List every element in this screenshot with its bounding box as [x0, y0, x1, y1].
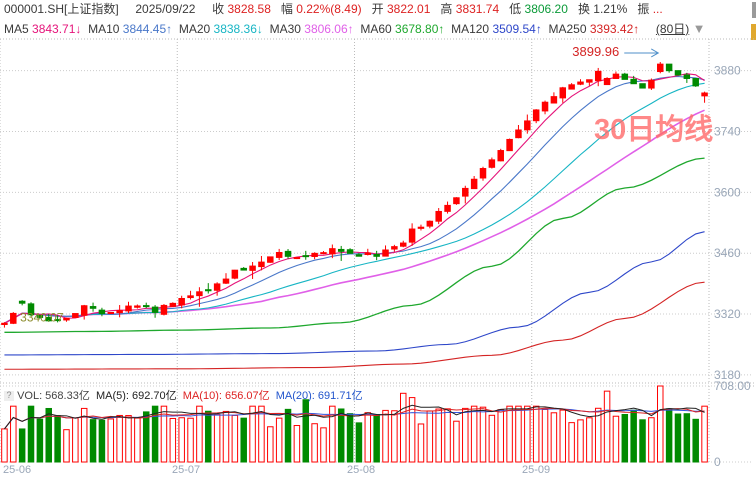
svg-text:3899.96: 3899.96	[572, 44, 619, 59]
svg-text:0: 0	[714, 455, 721, 469]
svg-text:3460: 3460	[714, 246, 741, 260]
svg-text:3600: 3600	[714, 185, 741, 199]
svg-text:30日均线: 30日均线	[594, 113, 713, 146]
svg-text:708.00: 708.00	[714, 379, 751, 393]
svg-text:3320: 3320	[714, 307, 741, 321]
svg-text:3740: 3740	[714, 125, 741, 139]
svg-text:3340.07: 3340.07	[20, 310, 64, 324]
svg-text:3880: 3880	[714, 64, 741, 78]
